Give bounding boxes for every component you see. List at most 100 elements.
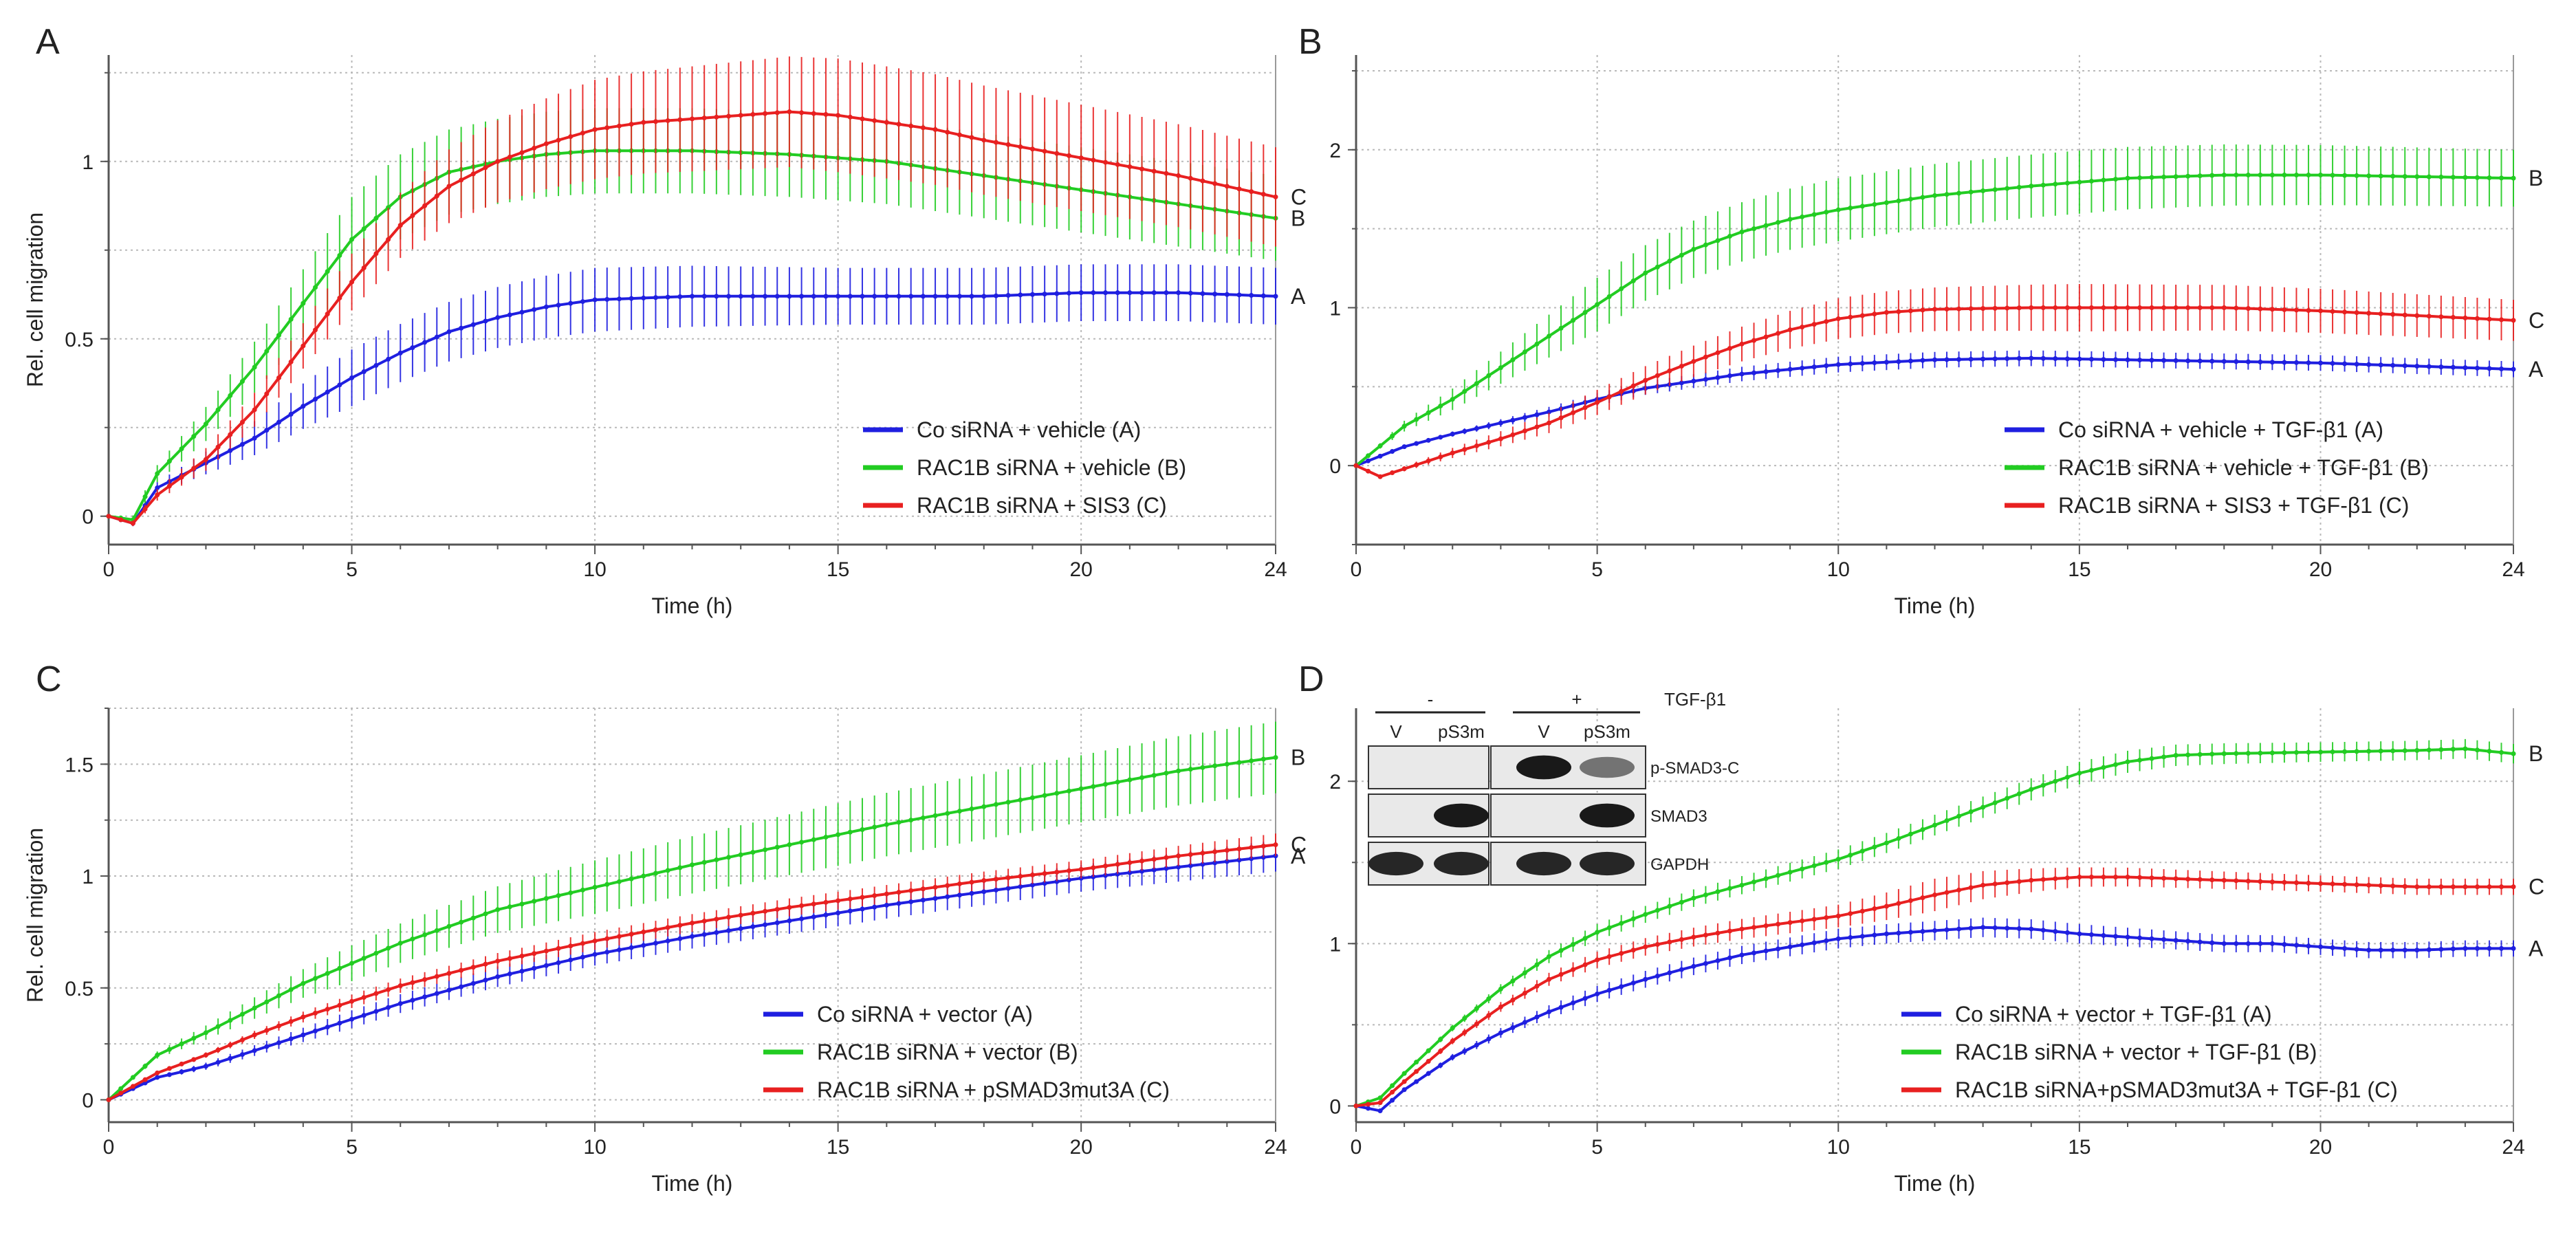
data-point <box>2487 945 2492 951</box>
data-point <box>2161 875 2167 881</box>
data-point <box>2064 930 2070 935</box>
data-point <box>166 459 172 464</box>
data-point <box>2077 931 2082 937</box>
data-point <box>1176 290 1181 296</box>
data-point <box>1968 306 1974 311</box>
data-point <box>1606 294 1612 299</box>
data-point <box>2498 317 2504 322</box>
data-point <box>2282 173 2287 178</box>
data-point <box>288 1036 294 1042</box>
data-point <box>1474 1042 1479 1048</box>
data-point <box>1115 779 1120 785</box>
data-point <box>1992 356 1998 362</box>
data-point <box>130 1084 135 1089</box>
data-point <box>738 912 743 918</box>
blot-band <box>1580 756 1635 778</box>
data-point <box>2185 752 2191 758</box>
data-point <box>1103 160 1109 165</box>
data-point <box>2487 316 2492 322</box>
data-point <box>2113 934 2118 939</box>
data-point <box>155 1075 160 1080</box>
data-point <box>860 827 865 833</box>
data-point <box>1872 932 1877 938</box>
data-point <box>2185 939 2191 944</box>
data-point <box>1848 853 1853 858</box>
data-point <box>1896 359 1901 364</box>
data-point <box>106 1097 111 1102</box>
data-point <box>2269 173 2275 178</box>
data-point <box>1115 162 1120 167</box>
data-point <box>1164 171 1169 176</box>
data-point <box>1236 857 1242 863</box>
data-point <box>1450 1038 1455 1044</box>
data-point <box>155 471 160 477</box>
data-point <box>1811 364 1817 370</box>
data-point <box>641 929 646 934</box>
series-line <box>1355 306 2514 479</box>
data-point <box>616 947 622 952</box>
data-point <box>2390 948 2396 953</box>
data-point <box>1956 926 1962 932</box>
data-point <box>616 934 622 939</box>
data-point <box>1164 855 1169 860</box>
data-point <box>543 141 549 146</box>
data-point <box>2282 941 2287 947</box>
data-point <box>446 987 452 993</box>
data-point <box>1018 873 1023 879</box>
data-point <box>422 203 428 208</box>
lane-label: V <box>1538 721 1550 742</box>
data-point <box>1139 858 1145 864</box>
data-point <box>2173 938 2179 943</box>
data-point <box>2149 358 2154 363</box>
data-point <box>568 134 574 140</box>
data-point <box>203 457 208 462</box>
data-point <box>616 296 622 302</box>
data-point <box>774 906 780 912</box>
data-point <box>2474 884 2480 890</box>
data-point <box>1066 868 1071 873</box>
series-end-label: C <box>1291 832 1307 857</box>
data-point <box>1510 978 1516 984</box>
data-point <box>847 294 853 299</box>
data-point <box>2390 884 2396 889</box>
data-point <box>239 1011 245 1017</box>
data-point <box>2293 307 2299 313</box>
treatment-label: TGF-β1 <box>1664 689 1726 710</box>
data-point <box>483 165 488 171</box>
data-point <box>179 1041 184 1047</box>
data-point <box>2414 174 2420 179</box>
data-point <box>228 393 233 398</box>
data-point <box>2342 749 2348 754</box>
data-point <box>434 974 439 979</box>
data-point <box>1739 926 1745 932</box>
data-point <box>2016 879 2022 884</box>
data-point <box>373 991 379 996</box>
data-point <box>532 145 537 151</box>
data-point <box>1018 797 1023 802</box>
data-point <box>920 294 926 299</box>
data-point <box>2438 747 2444 752</box>
data-point <box>2354 882 2359 888</box>
data-point <box>2053 356 2058 362</box>
data-point <box>2185 876 2191 882</box>
data-point <box>1727 955 1732 961</box>
data-point <box>507 971 512 976</box>
data-point <box>1486 1013 1492 1018</box>
data-point <box>337 1003 342 1008</box>
data-point <box>2511 366 2516 372</box>
data-point <box>2234 878 2239 884</box>
data-point <box>2064 774 2070 780</box>
data-point <box>2342 361 2348 366</box>
data-point <box>1643 377 1648 383</box>
data-point <box>2053 305 2058 310</box>
data-point <box>1968 356 1974 362</box>
x-tick-label: 5 <box>1591 1136 1603 1159</box>
data-point <box>1401 1071 1407 1076</box>
data-point <box>2234 173 2239 178</box>
data-point <box>945 894 950 899</box>
data-point <box>264 999 270 1005</box>
x-tick-label: 20 <box>1069 558 1092 581</box>
data-point <box>1224 848 1230 853</box>
data-point <box>2318 944 2323 950</box>
series-end-label: B <box>1291 206 1305 230</box>
